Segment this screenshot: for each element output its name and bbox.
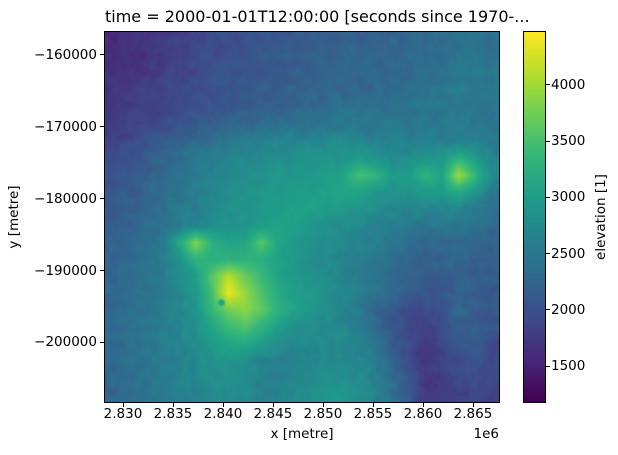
colorbar-tick-mark — [546, 140, 550, 142]
x-tick-label: 2.850 — [303, 406, 343, 422]
colorbar-canvas — [524, 32, 545, 402]
colorbar-label: elevation [1] — [593, 174, 609, 260]
x-tick-label: 2.835 — [153, 406, 193, 422]
x-tick-label: 2.840 — [203, 406, 243, 422]
x-tick-label: 2.830 — [103, 406, 143, 422]
colorbar-tick-label: 2000 — [551, 301, 586, 318]
y-tick-label: −190000 — [34, 262, 97, 279]
x-tick-mark — [372, 403, 374, 407]
colorbar-tick-mark — [546, 309, 550, 311]
x-tick-label: 2.860 — [403, 406, 443, 422]
x-tick-mark — [472, 403, 474, 407]
x-tick-mark — [272, 403, 274, 407]
colorbar-tick-mark — [546, 196, 550, 198]
colorbar — [523, 31, 546, 403]
x-tick-mark — [222, 403, 224, 407]
y-tick-label: −160000 — [34, 46, 97, 63]
y-tick-mark — [100, 198, 104, 200]
y-tick-label: −200000 — [34, 334, 97, 351]
colorbar-tick-mark — [546, 253, 550, 255]
x-tick-mark — [172, 403, 174, 407]
colorbar-tick-label: 3000 — [551, 189, 586, 206]
x-axis-label: x [metre] — [270, 426, 334, 442]
colorbar-tick-mark — [546, 84, 550, 86]
y-tick-mark — [100, 341, 104, 343]
x-tick-mark — [422, 403, 424, 407]
y-axis-label: y [metre] — [6, 185, 22, 249]
colorbar-tick-mark — [546, 365, 550, 367]
y-tick-mark — [100, 270, 104, 272]
y-tick-mark — [100, 126, 104, 128]
plot-area — [104, 31, 500, 403]
x-axis-offset-text: 1e6 — [473, 426, 499, 442]
plot-title: time = 2000-01-01T12:00:00 [seconds sinc… — [105, 7, 530, 26]
y-tick-label: −180000 — [34, 190, 97, 207]
colorbar-tick-label: 3500 — [551, 133, 586, 150]
x-tick-mark — [122, 403, 124, 407]
x-tick-label: 2.855 — [353, 406, 393, 422]
x-tick-label: 2.845 — [253, 406, 293, 422]
colorbar-tick-label: 1500 — [551, 358, 586, 374]
y-tick-mark — [100, 54, 104, 56]
colorbar-tick-label: 4000 — [551, 76, 586, 93]
heatmap-canvas — [105, 32, 499, 402]
y-tick-label: −170000 — [34, 118, 97, 135]
colorbar-tick-label: 2500 — [551, 245, 586, 262]
x-tick-label: 2.865 — [453, 406, 493, 422]
x-tick-mark — [322, 403, 324, 407]
